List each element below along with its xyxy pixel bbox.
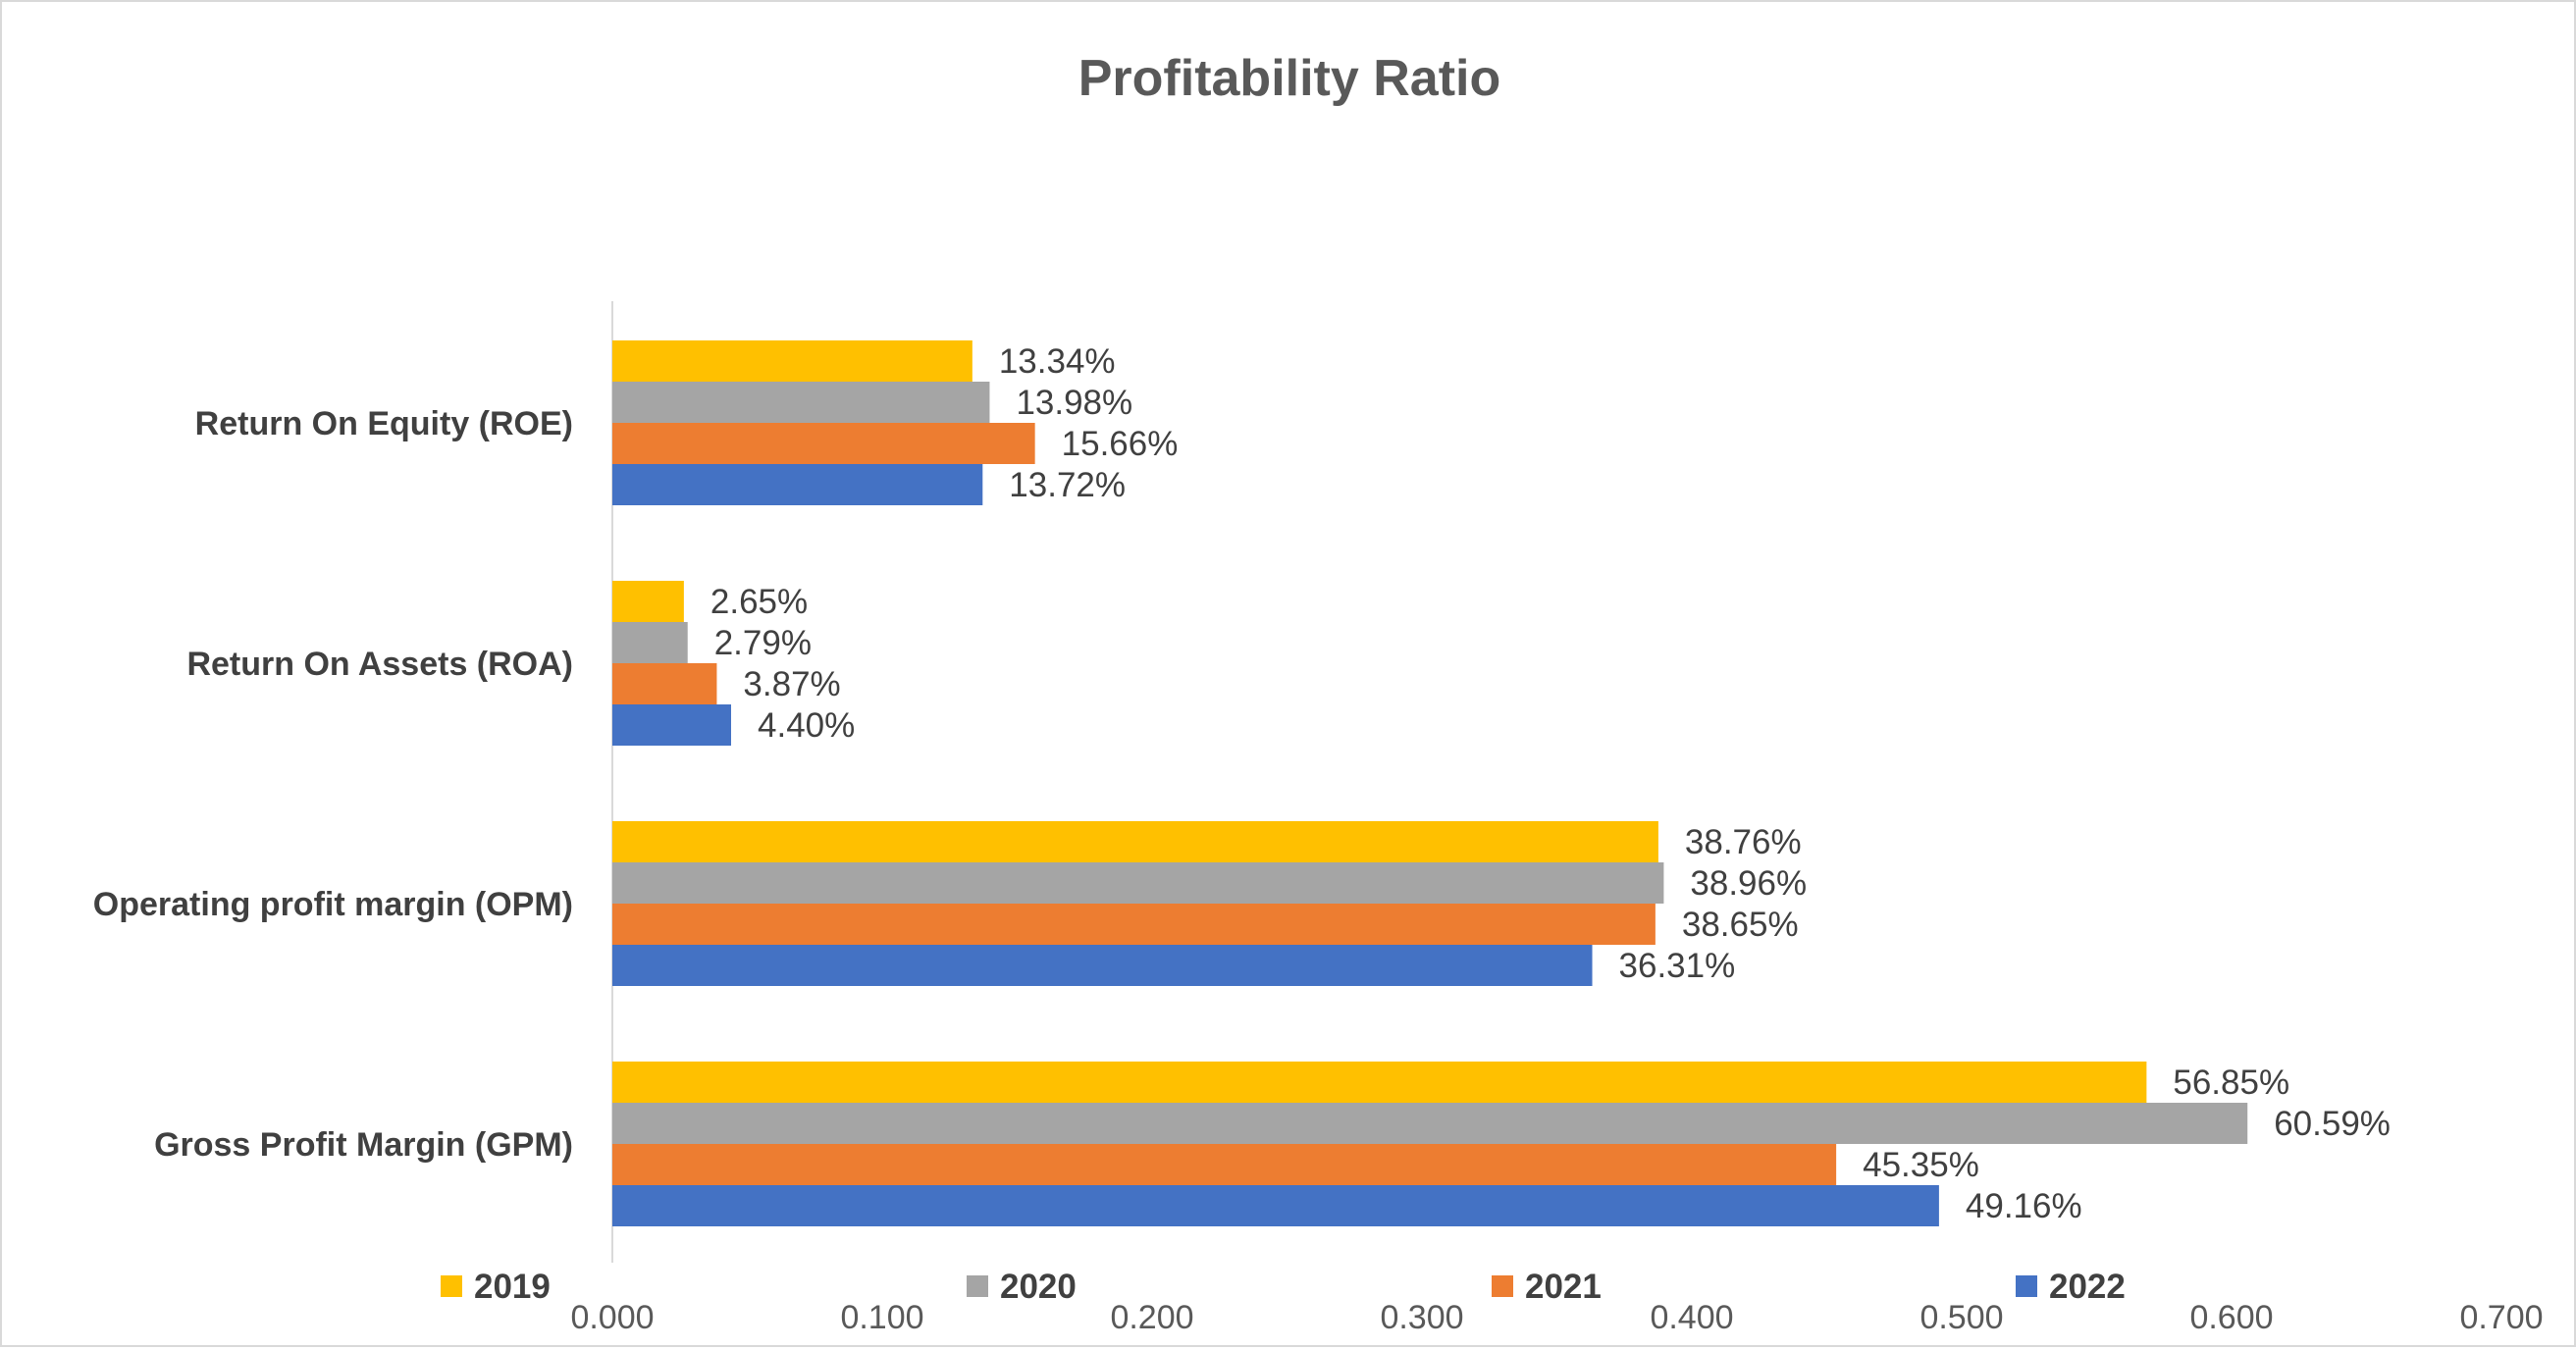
data-label: 49.16% bbox=[1966, 1187, 2082, 1225]
x-tick-label: 0.200 bbox=[1110, 1299, 1193, 1336]
bar-2021-3 bbox=[612, 1144, 1837, 1185]
legend-label: 2021 bbox=[1525, 1268, 1602, 1306]
bar-2020-2 bbox=[612, 862, 1664, 904]
legend-label: 2020 bbox=[1000, 1268, 1077, 1306]
data-label: 13.98% bbox=[1016, 384, 1132, 422]
x-tick-label: 0.500 bbox=[1919, 1299, 2003, 1336]
bar-2020-1 bbox=[612, 622, 688, 663]
bar-2019-2 bbox=[612, 821, 1658, 862]
bar-2022-3 bbox=[612, 1185, 1939, 1226]
bar-2019-1 bbox=[612, 581, 684, 622]
x-tick-label: 0.700 bbox=[2459, 1299, 2543, 1336]
bar-2019-3 bbox=[612, 1062, 2147, 1103]
legend-swatch-2019 bbox=[441, 1275, 462, 1297]
category-labels: Return On Equity (ROE) Return On Assets (… bbox=[93, 405, 573, 1164]
bar-2022-0 bbox=[612, 464, 983, 505]
x-tick-label: 0.300 bbox=[1380, 1299, 1463, 1336]
data-label: 45.35% bbox=[1863, 1146, 1979, 1184]
legend: 2019 2020 2021 2022 bbox=[441, 1268, 2126, 1306]
legend-label: 2022 bbox=[2049, 1268, 2126, 1306]
data-label: 56.85% bbox=[2173, 1064, 2289, 1102]
data-label: 2.79% bbox=[714, 624, 812, 662]
bar-2021-0 bbox=[612, 423, 1035, 464]
data-label: 38.65% bbox=[1682, 906, 1799, 944]
category-label: Return On Equity (ROE) bbox=[195, 405, 573, 442]
data-label: 36.31% bbox=[1619, 947, 1736, 985]
data-label: 2.65% bbox=[710, 583, 808, 621]
data-label: 4.40% bbox=[758, 706, 855, 745]
x-tick-label: 0.100 bbox=[840, 1299, 923, 1336]
x-tick-label: 0.000 bbox=[570, 1299, 654, 1336]
bars bbox=[612, 340, 2248, 1226]
legend-swatch-2022 bbox=[2016, 1275, 2037, 1297]
bar-2021-2 bbox=[612, 904, 1656, 945]
bar-2019-0 bbox=[612, 340, 973, 382]
x-tick-label: 0.400 bbox=[1650, 1299, 1733, 1336]
value-labels: 13.34%13.98%15.66%13.72%2.65%2.79%3.87%4… bbox=[710, 342, 2391, 1225]
data-label: 13.34% bbox=[999, 342, 1116, 381]
category-label: Operating profit margin (OPM) bbox=[93, 886, 573, 923]
category-label: Return On Assets (ROA) bbox=[186, 646, 573, 683]
bar-2020-3 bbox=[612, 1103, 2248, 1144]
x-tick-label: 0.600 bbox=[2189, 1299, 2273, 1336]
data-label: 38.76% bbox=[1685, 823, 1802, 861]
data-label: 38.96% bbox=[1690, 864, 1807, 903]
legend-swatch-2020 bbox=[967, 1275, 988, 1297]
data-label: 13.72% bbox=[1009, 466, 1126, 504]
data-label: 3.87% bbox=[743, 665, 840, 703]
legend-label: 2019 bbox=[474, 1268, 551, 1306]
bar-2022-1 bbox=[612, 704, 731, 746]
x-axis-ticks: 0.000 0.100 0.200 0.300 0.400 0.500 0.600 0.700 bbox=[570, 1299, 2543, 1336]
data-label: 15.66% bbox=[1062, 425, 1179, 463]
bar-2022-2 bbox=[612, 945, 1593, 986]
chart-title: Profitability Ratio bbox=[1078, 50, 1500, 107]
bar-2020-0 bbox=[612, 382, 990, 423]
bar-2021-1 bbox=[612, 663, 717, 704]
legend-swatch-2021 bbox=[1492, 1275, 1513, 1297]
data-label: 60.59% bbox=[2274, 1105, 2391, 1143]
category-label: Gross Profit Margin (GPM) bbox=[154, 1126, 573, 1164]
